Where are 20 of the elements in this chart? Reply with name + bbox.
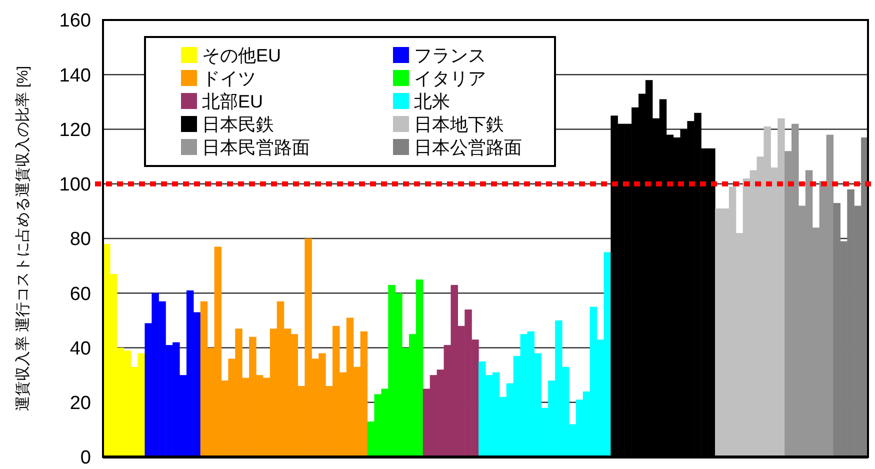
legend-label: 日本民営路面 <box>202 137 310 158</box>
legend-label: その他EU <box>202 45 282 66</box>
legend-label: ドイツ <box>202 68 256 88</box>
y-tick-label: 140 <box>59 65 91 86</box>
legend-label: 北部EU <box>202 91 264 112</box>
y-tick-label: 60 <box>70 284 91 305</box>
y-axis-title: 運賃収入率 運行コストに占める運賃収入の比率 [%] <box>14 66 32 412</box>
y-tick-label: 20 <box>70 393 91 414</box>
legend-label: フランス <box>414 45 486 66</box>
y-tick-label: 40 <box>70 338 91 360</box>
y-tick-label: 120 <box>59 120 91 141</box>
legend-label: 日本民鉄 <box>202 114 274 134</box>
legend-label: 日本地下鉄 <box>414 114 504 134</box>
legend-label: イタリア <box>414 68 486 88</box>
y-tick-label: 160 <box>59 10 91 32</box>
y-tick-label: 0 <box>80 448 91 469</box>
legend-label: 北米 <box>414 91 450 112</box>
y-tick-label: 80 <box>70 229 91 250</box>
y-tick-label: 100 <box>59 174 91 196</box>
legend-label: 日本公営路面 <box>414 137 522 158</box>
